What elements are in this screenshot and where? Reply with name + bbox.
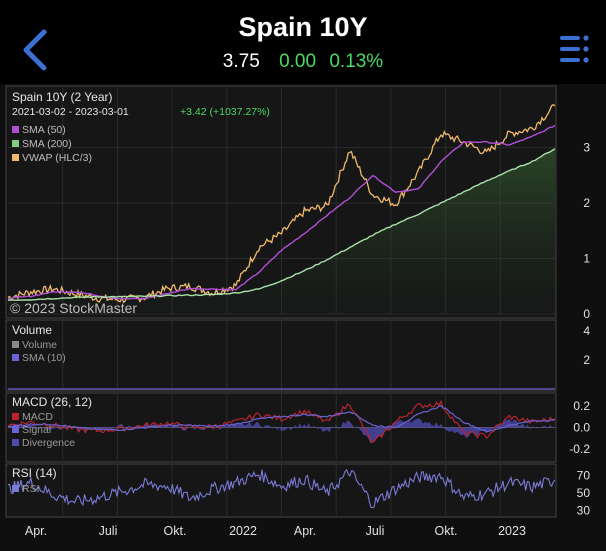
price-change-percent: 0.13%	[329, 51, 384, 72]
last-price: 3.75	[222, 51, 260, 72]
series-line-sma-200	[7, 148, 556, 302]
x-tick-label: 2022	[229, 524, 257, 538]
y-tick-labels: 3 2 1 0 4 2 0.2 0.0 -0.2 70 50 30	[569, 141, 590, 518]
y-tick-label: 30	[577, 504, 591, 518]
divergence-swatch	[12, 439, 19, 446]
y-tick-label: 0	[583, 307, 590, 321]
x-tick-labels: Apr. Juli Okt. 2022 Apr. Juli Okt. 2023	[25, 524, 526, 538]
back-button[interactable]	[18, 28, 54, 72]
y-tick-label: 70	[577, 469, 591, 483]
y-tick-label: 4	[583, 324, 590, 338]
vwap-swatch	[12, 154, 19, 161]
series-line-signal	[7, 404, 556, 433]
price-panel-title: Spain 10Y (2 Year)	[12, 90, 113, 104]
y-tick-label: 3	[583, 141, 590, 155]
y-tick-label: 0.2	[573, 399, 590, 413]
quote-line: 3.75 0.00 0.13%	[0, 51, 606, 73]
legend-macd: MACD	[22, 411, 53, 423]
x-tick-label: Okt.	[435, 524, 458, 538]
series-line-sma-50	[7, 124, 556, 300]
x-tick-label: Apr.	[25, 524, 47, 538]
rsi-panel-title: RSI (14)	[12, 466, 57, 480]
volume-panel-title: Volume	[12, 323, 52, 337]
macd-panel-title: MACD (26, 12)	[12, 395, 92, 409]
series-line-rsi	[7, 468, 556, 509]
watermark: © 2023 StockMaster	[10, 300, 137, 316]
y-tick-label: 0.0	[573, 421, 590, 435]
legend-signal: Signal	[22, 424, 51, 436]
sma200-swatch	[12, 140, 19, 147]
signal-swatch	[12, 426, 19, 433]
price-panel-summary: +3.42 (+1037.27%)	[180, 106, 270, 118]
legend-divergence: Divergence	[22, 437, 75, 449]
menu-button[interactable]	[556, 30, 592, 70]
x-tick-label: Juli	[99, 524, 118, 538]
instrument-title: Spain 10Y	[238, 12, 368, 42]
legend-vwap: VWAP (HLC/3)	[22, 152, 92, 164]
legend-volume: Volume	[22, 339, 57, 351]
x-tick-label: Okt.	[164, 524, 187, 538]
legend-sma50: SMA (50)	[22, 124, 66, 136]
chart-series	[7, 103, 556, 509]
x-tick-label: 2023	[498, 524, 526, 538]
y-tick-label: 50	[577, 486, 591, 500]
y-tick-label: -0.2	[569, 442, 590, 456]
legend-sma200: SMA (200)	[22, 138, 72, 150]
price-change: 0.00	[279, 51, 317, 72]
macd-swatch	[12, 413, 19, 420]
volume-swatch	[12, 341, 19, 348]
y-tick-label: 2	[583, 353, 590, 367]
volume-sma-swatch	[12, 354, 19, 361]
x-tick-label: Juli	[366, 524, 385, 538]
app-header: Spain 10Y 3.75 0.00 0.13%	[0, 0, 606, 84]
sma50-swatch	[12, 126, 19, 133]
series-line-macd	[7, 399, 556, 443]
x-tick-label: Apr.	[294, 524, 316, 538]
sma200-area	[8, 148, 555, 314]
legend-rsi: RSI	[22, 483, 40, 495]
chevron-left-icon	[23, 29, 47, 71]
rsi-swatch	[12, 485, 19, 492]
y-tick-label: 1	[583, 252, 590, 266]
legend-volume-sma: SMA (10)	[22, 352, 66, 364]
price-panel-range: 2021-03-02 - 2023-03-01	[12, 106, 129, 118]
y-tick-label: 2	[583, 196, 590, 210]
list-menu-icon	[560, 35, 589, 63]
